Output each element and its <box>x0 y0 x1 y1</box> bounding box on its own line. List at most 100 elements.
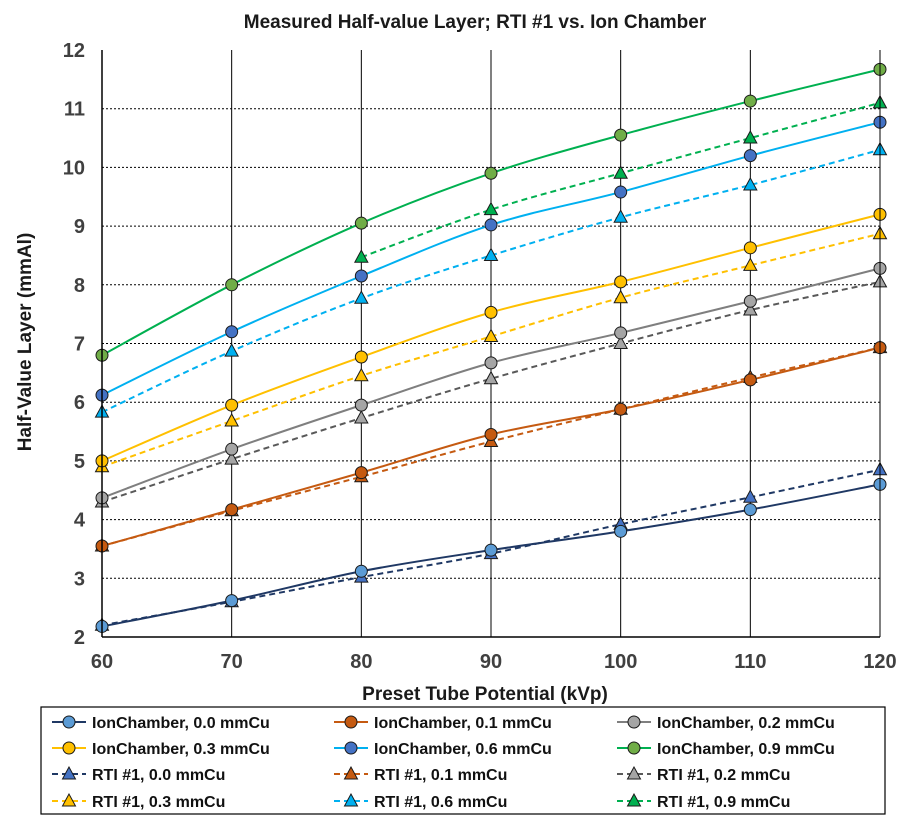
chart-title: Measured Half-value Layer; RTI #1 vs. Io… <box>244 12 707 33</box>
data-point <box>743 503 757 517</box>
legend-swatch-marker <box>627 741 641 755</box>
legend-item: RTI #1, 0.2 mmCu <box>617 765 790 784</box>
legend-label: RTI #1, 0.9 mmCu <box>657 794 790 811</box>
legend-swatch-marker <box>626 792 642 807</box>
legend-swatch-marker <box>61 792 77 807</box>
legend-item: RTI #1, 0.9 mmCu <box>617 792 790 811</box>
legend-swatch-marker <box>62 741 76 755</box>
y-tick-label: 2 <box>74 627 85 649</box>
data-point <box>614 275 628 289</box>
data-point <box>224 343 240 357</box>
data-point <box>484 427 498 441</box>
legend-label: IonChamber, 0.2 mmCu <box>657 715 835 732</box>
data-point <box>742 301 758 316</box>
series-5 <box>95 62 887 362</box>
data-point <box>484 305 498 319</box>
data-point <box>354 398 368 412</box>
legend-item: IonChamber, 0.1 mmCu <box>334 715 552 732</box>
x-tick-label: 110 <box>734 651 766 673</box>
x-axis-label: Preset Tube Potential (kVp) <box>362 684 608 705</box>
legend-label: RTI #1, 0.1 mmCu <box>374 767 507 784</box>
y-tick-label: 8 <box>74 275 85 297</box>
y-tick-label: 12 <box>63 40 85 62</box>
data-point <box>743 373 757 387</box>
x-tick-label: 60 <box>91 651 113 673</box>
legend-swatch-marker <box>62 715 76 729</box>
data-point <box>613 289 629 304</box>
data-point <box>483 201 499 216</box>
legend-item: IonChamber, 0.3 mmCu <box>52 741 270 758</box>
legend-label: IonChamber, 0.0 mmCu <box>92 715 270 732</box>
data-point <box>614 326 628 340</box>
data-point <box>224 451 240 465</box>
data-point <box>354 269 368 283</box>
data-point <box>742 176 758 191</box>
data-point <box>743 149 757 163</box>
data-point <box>225 398 239 412</box>
data-point <box>614 524 628 538</box>
data-point <box>613 165 629 179</box>
x-tick-label: 120 <box>863 651 896 673</box>
legend-label: RTI #1, 0.3 mmCu <box>92 794 225 811</box>
y-axis-label: Half-Value Layer (mmAl) <box>15 233 36 452</box>
legend-label: IonChamber, 0.9 mmCu <box>657 741 835 758</box>
x-tick-label: 100 <box>604 651 637 673</box>
legend-item: IonChamber, 0.0 mmCu <box>52 715 270 732</box>
data-point <box>225 278 239 292</box>
y-tick-label: 5 <box>74 451 85 473</box>
data-point <box>614 185 628 199</box>
data-point <box>614 402 628 416</box>
x-tick-label: 70 <box>221 651 243 673</box>
data-point <box>742 489 758 503</box>
legend-label: RTI #1, 0.0 mmCu <box>92 767 225 784</box>
data-point <box>225 442 239 456</box>
legend-item: RTI #1, 0.1 mmCu <box>334 765 507 784</box>
data-point <box>613 209 629 223</box>
y-tick-label: 10 <box>63 157 85 179</box>
data-point <box>742 257 758 271</box>
data-point <box>614 128 628 142</box>
y-tick-label: 6 <box>74 392 85 414</box>
legend-label: RTI #1, 0.6 mmCu <box>374 794 507 811</box>
legend: IonChamber, 0.0 mmCu IonChamber, 0.1 mmCu… <box>40 706 886 815</box>
data-point <box>354 564 368 578</box>
legend-swatch-marker <box>626 765 642 780</box>
y-tick-label: 4 <box>74 510 86 532</box>
x-tick-label: 90 <box>480 651 502 673</box>
data-point <box>484 166 498 180</box>
data-point <box>225 594 239 608</box>
data-point <box>742 130 758 144</box>
legend-label: IonChamber, 0.6 mmCu <box>374 741 552 758</box>
x-tick-label: 80 <box>350 651 372 673</box>
legend-item: RTI #1, 0.3 mmCu <box>52 792 225 811</box>
legend-item: RTI #1, 0.0 mmCu <box>52 765 225 784</box>
data-point <box>225 325 239 339</box>
legend-swatch-marker <box>61 765 77 780</box>
legend-swatch-marker <box>343 765 359 780</box>
legend-label: IonChamber, 0.1 mmCu <box>374 715 552 732</box>
legend-box <box>40 706 886 815</box>
legend-label: IonChamber, 0.3 mmCu <box>92 741 270 758</box>
data-point <box>483 247 499 261</box>
data-point <box>224 412 240 427</box>
data-point <box>354 216 368 230</box>
data-point <box>354 350 368 364</box>
data-point <box>743 241 757 255</box>
legend-item: IonChamber, 0.9 mmCu <box>617 741 835 758</box>
legend-label: RTI #1, 0.2 mmCu <box>657 767 790 784</box>
legend-item: RTI #1, 0.6 mmCu <box>334 792 507 811</box>
data-point <box>484 356 498 370</box>
data-point <box>484 218 498 232</box>
legend-item: IonChamber, 0.6 mmCu <box>334 741 552 758</box>
legend-swatch-marker <box>343 792 359 807</box>
data-point <box>483 370 499 385</box>
legend-swatch-marker <box>344 741 358 755</box>
data-point <box>353 249 369 263</box>
data-point <box>613 335 629 349</box>
legend-item: IonChamber, 0.2 mmCu <box>617 715 835 732</box>
legend-swatch-marker <box>627 715 641 729</box>
y-tick-label: 11 <box>64 99 85 121</box>
legend-swatch-marker <box>344 715 358 729</box>
plot-series <box>94 62 888 633</box>
